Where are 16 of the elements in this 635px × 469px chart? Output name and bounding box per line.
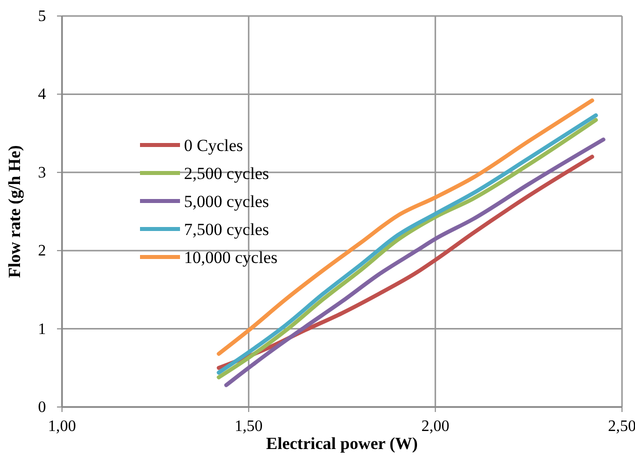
legend-label: 2,500 cycles <box>184 164 269 183</box>
y-tick-label: 1 <box>38 320 46 338</box>
y-tick-label: 5 <box>38 8 46 25</box>
x-tick-label: 2,00 <box>421 418 450 435</box>
x-tick-label: 1,50 <box>234 418 263 435</box>
y-tick-label: 4 <box>38 86 46 104</box>
x-axis-title: Electrical power (W) <box>266 434 418 453</box>
legend-label: 0 Cycles <box>184 136 244 155</box>
legend-label: 5,000 cycles <box>184 192 269 211</box>
y-tick-label: 3 <box>38 164 46 182</box>
y-axis-title: Flow rate (g/h He) <box>5 145 24 278</box>
legend-label: 7,500 cycles <box>184 220 269 239</box>
y-tick-label: 0 <box>38 399 46 416</box>
x-tick-label: 1,00 <box>48 418 76 435</box>
y-tick-label: 2 <box>38 242 46 260</box>
legend-label: 10,000 cycles <box>184 248 278 267</box>
